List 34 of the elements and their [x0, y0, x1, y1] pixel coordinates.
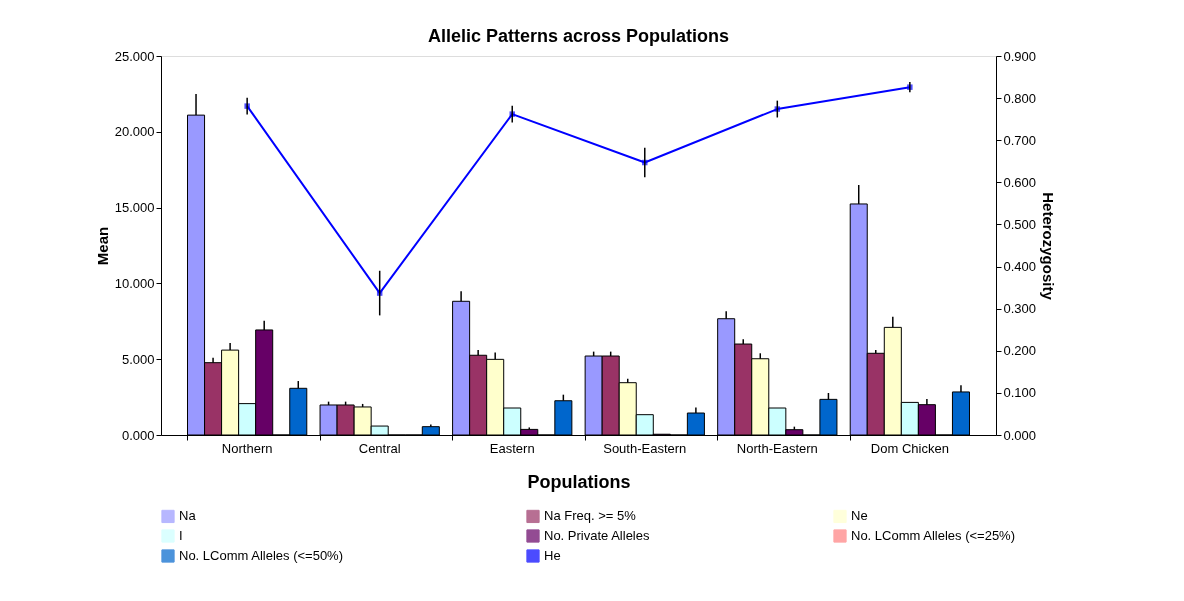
y2-tick-label: 0.300: [1003, 301, 1037, 317]
chart-title: Allelic Patterns across Populations: [427, 26, 730, 46]
x-tick-label: Northern: [221, 440, 273, 456]
x-tick-label: Central: [358, 440, 401, 456]
y2-axis-title: Heterozygosity: [1040, 192, 1058, 301]
x-tick-label: South-Eastern: [603, 440, 687, 456]
y2-tick-label: 0.500: [1003, 216, 1037, 232]
legend-label: Na Freq. >= 5%: [544, 508, 637, 524]
y2-tick-label: 0.000: [1003, 427, 1037, 443]
y2-tick-label: 0.400: [1003, 259, 1037, 275]
legend-label: No. LComm Alleles (<=50%): [179, 548, 344, 563]
y2-tick-label: 0.600: [1003, 174, 1037, 190]
y-tick-label: 5.000: [121, 351, 155, 367]
y2-tick-label: 0.900: [1003, 48, 1037, 64]
legend-label: I: [179, 528, 183, 543]
y2-tick-label: 0.700: [1003, 132, 1037, 148]
y-tick-label: 0.000: [121, 427, 155, 443]
y-tick-label: 15.000: [114, 200, 155, 216]
legend-label: He: [544, 548, 561, 563]
y2-tick-label: 0.100: [1003, 385, 1037, 401]
legend-label: Ne: [851, 508, 868, 524]
legend-label: Na: [179, 508, 197, 524]
legend-label: No. LComm Alleles (<=25%): [851, 528, 1016, 543]
y-tick-label: 10.000: [114, 275, 155, 291]
y-tick-label: 20.000: [114, 124, 155, 140]
legend-label: No. Private Alleles: [544, 528, 650, 543]
x-axis-title: Populations: [527, 471, 631, 492]
y-tick-label: 25.000: [114, 48, 155, 64]
y2-tick-label: 0.200: [1003, 343, 1037, 359]
x-tick-label: Dom Chicken: [870, 440, 949, 456]
y2-tick-label: 0.800: [1003, 90, 1037, 106]
y-axis-title: Mean: [93, 226, 111, 266]
x-tick-label: Eastern: [489, 440, 535, 456]
x-tick-label: North-Eastern: [736, 440, 818, 456]
